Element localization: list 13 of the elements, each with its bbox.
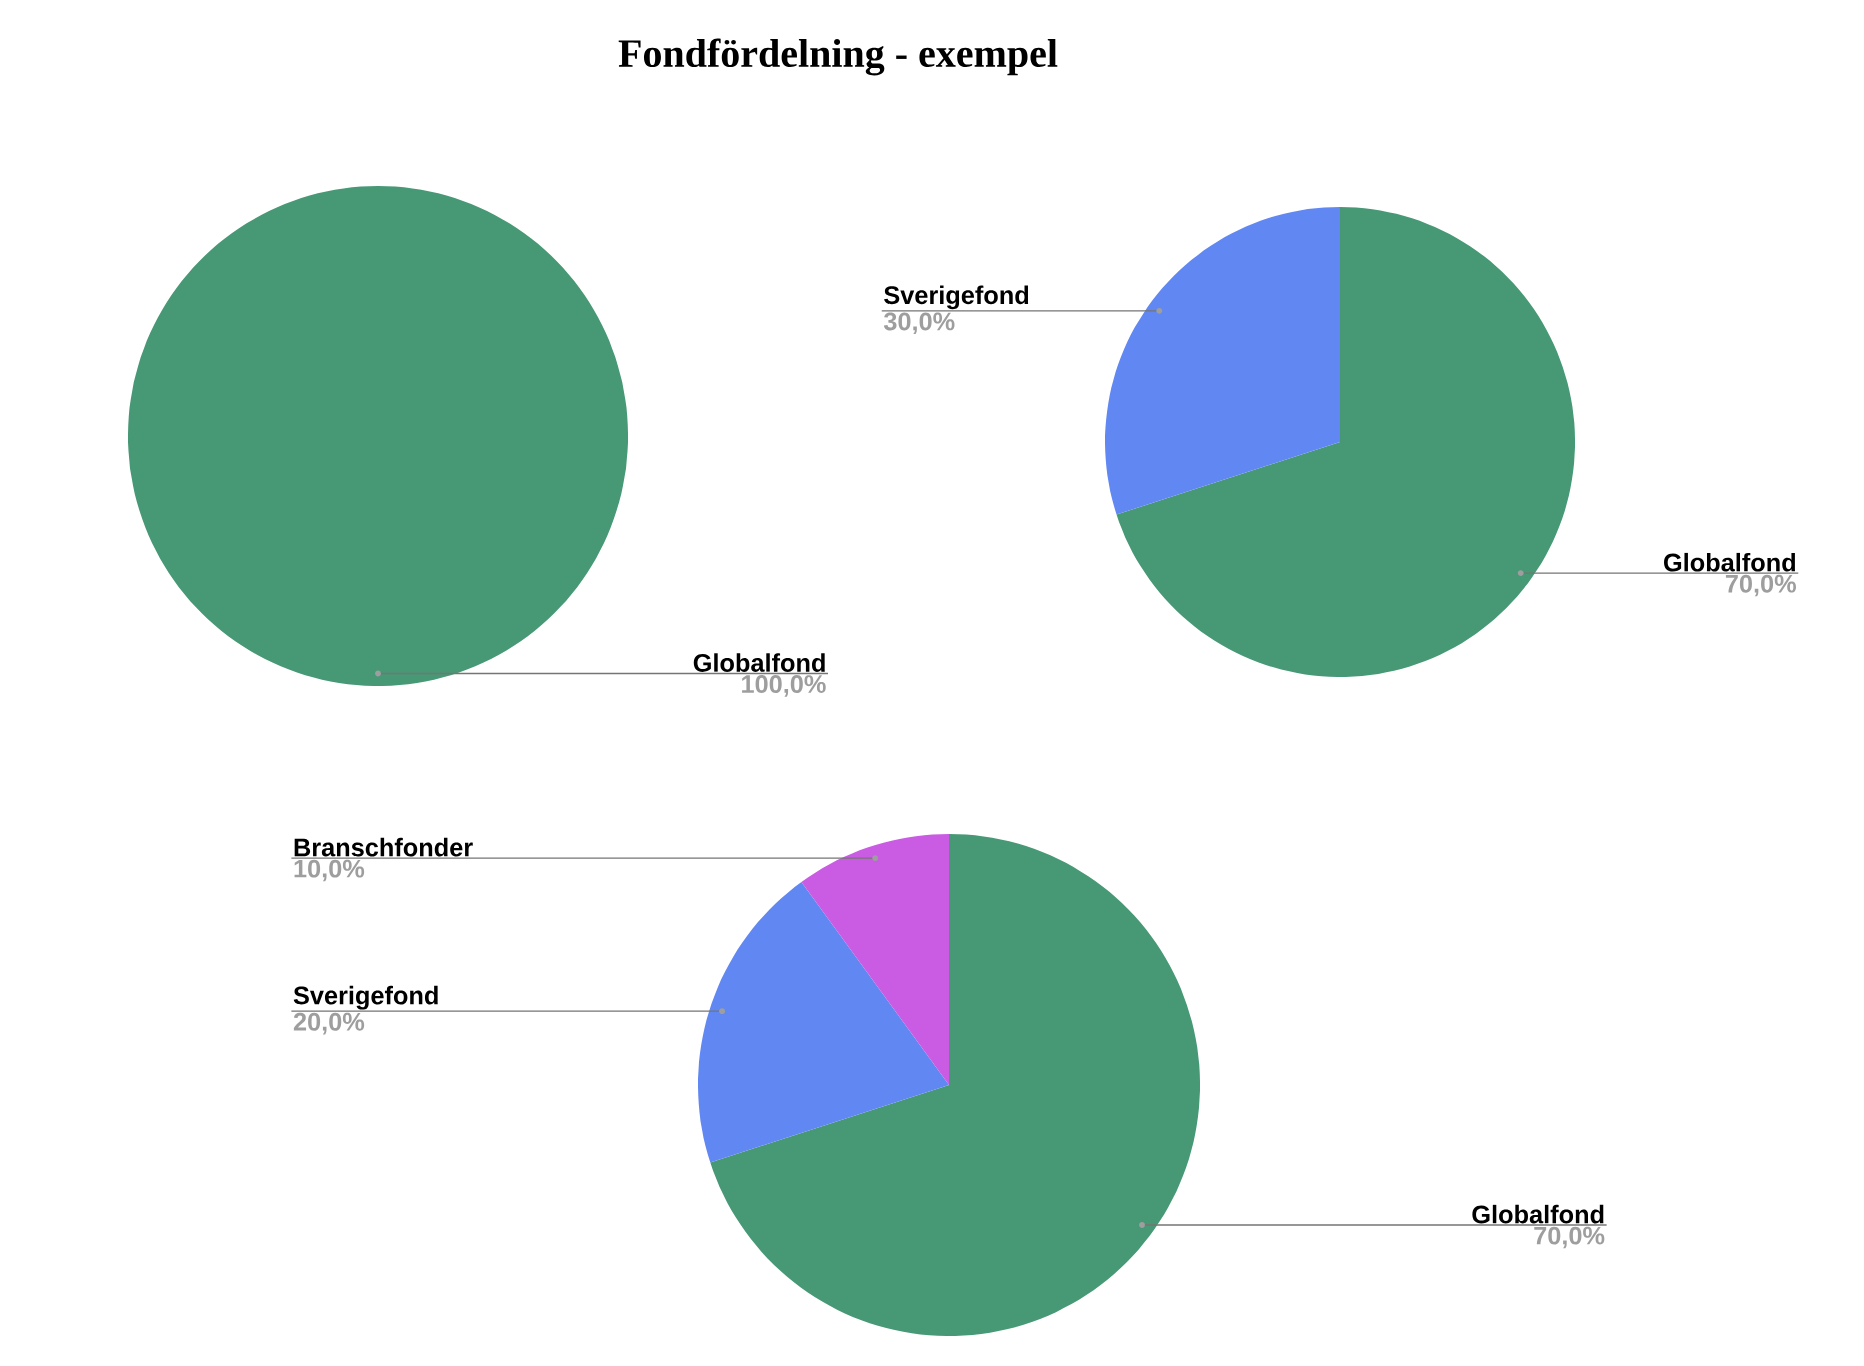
data-label: 20,0% xyxy=(293,1012,365,1035)
data-label: 70,0% xyxy=(1725,574,1796,597)
chart-title: Fondfördelning - exempel xyxy=(618,38,1058,76)
data-label: 70,0% xyxy=(1534,1226,1605,1249)
slice-label: Branschfonder xyxy=(294,837,473,857)
data-label: 100,0% xyxy=(742,675,826,697)
slice-label: Globalfond xyxy=(1664,552,1796,572)
slice-label: Globalfond xyxy=(693,653,825,672)
data-label: 30,0% xyxy=(883,312,955,335)
data-label: 10,0% xyxy=(294,859,365,882)
slice-label: Sverigefond xyxy=(293,985,438,1010)
slice-label: Sverigefond xyxy=(884,285,1029,310)
slice-label: Globalfond xyxy=(1472,1204,1604,1224)
